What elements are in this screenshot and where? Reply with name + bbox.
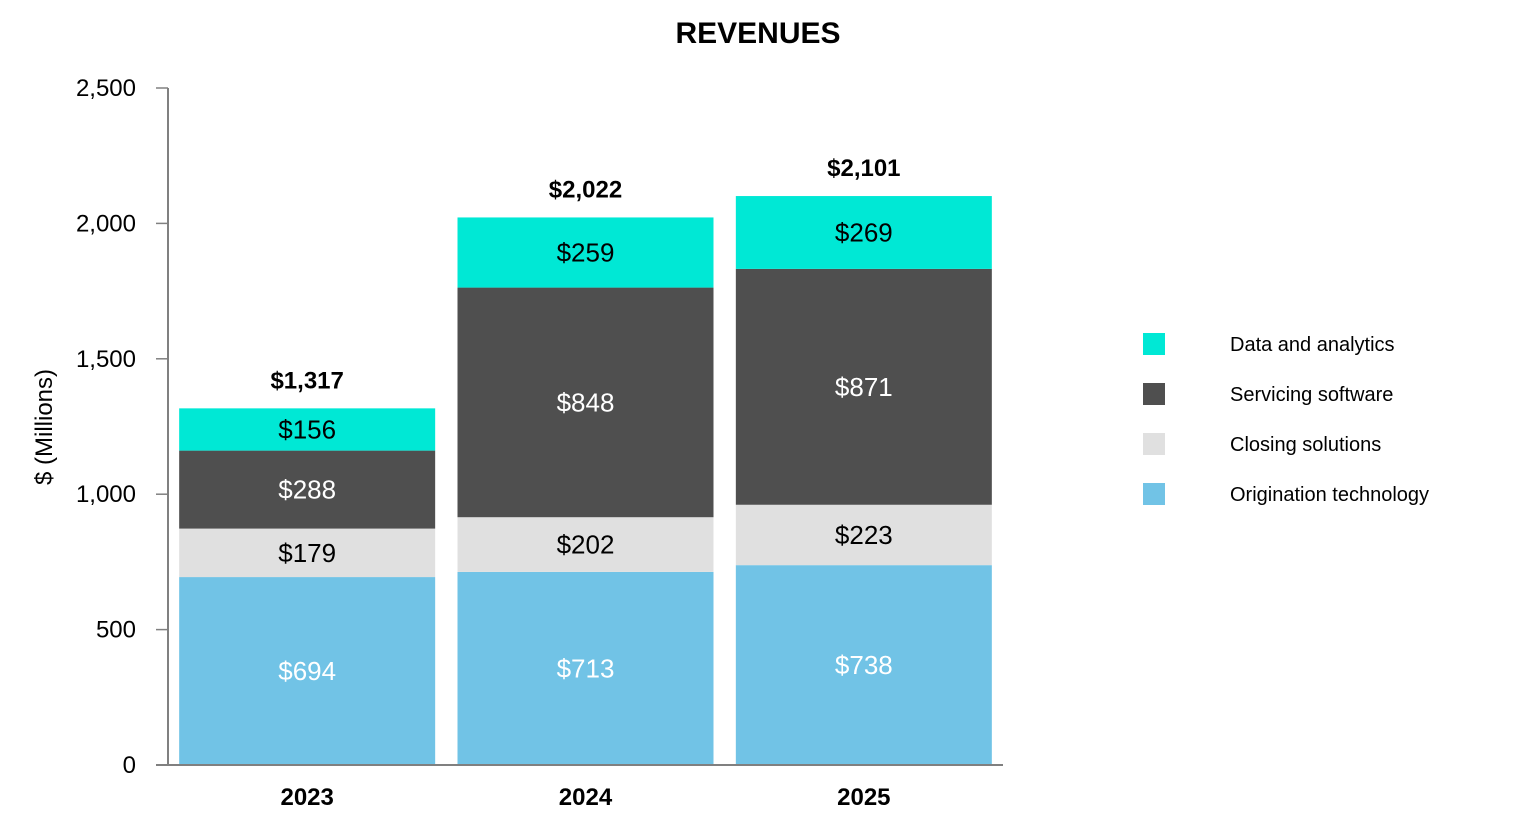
bar-segment <box>457 571 714 765</box>
y-tick-label: 0 <box>123 752 136 779</box>
legend-label: Closing solutions <box>1230 434 1381 456</box>
y-tick-label: 2,500 <box>76 75 136 102</box>
bar-segment <box>457 217 714 288</box>
y-axis-label: $ (Millions) <box>31 369 58 485</box>
y-tick-label: 500 <box>96 617 136 644</box>
bar-segment <box>179 450 436 529</box>
bar-segment <box>179 408 436 451</box>
bar-segment <box>735 268 992 505</box>
bar-value-label: $202 <box>557 530 615 560</box>
bar-segment <box>735 565 992 765</box>
bar-total-label: $2,101 <box>827 155 900 182</box>
legend-swatch <box>1143 333 1165 355</box>
bar-value-label: $223 <box>835 520 893 550</box>
bar-value-label: $848 <box>557 387 615 417</box>
bar-segment <box>179 528 436 578</box>
bar-segment <box>735 504 992 566</box>
legend-label: Data and analytics <box>1230 334 1395 356</box>
y-tick-label: 2,000 <box>76 210 136 237</box>
bar-segment <box>457 287 714 518</box>
bar-value-label: $713 <box>557 653 615 683</box>
x-tick-label: 2024 <box>559 784 613 811</box>
bar-segment <box>457 517 714 572</box>
bar-value-label: $269 <box>835 217 893 247</box>
x-tick-label: 2023 <box>280 784 333 811</box>
legend-swatch <box>1143 383 1165 405</box>
bar-value-label: $871 <box>835 372 893 402</box>
bar-total-label: $2,022 <box>549 176 622 203</box>
bar-value-label: $694 <box>278 656 336 686</box>
bar-value-label: $288 <box>278 475 336 505</box>
y-tick-label: 1,000 <box>76 481 136 508</box>
y-tick-label: 1,500 <box>76 346 136 373</box>
x-tick-label: 2025 <box>837 784 890 811</box>
bar-value-label: $259 <box>557 238 615 268</box>
bar-value-label: $156 <box>278 414 336 444</box>
legend-swatch <box>1143 483 1165 505</box>
bar-total-label: $1,317 <box>270 367 343 394</box>
bar-value-label: $179 <box>278 538 336 568</box>
bar-value-label: $738 <box>835 650 893 680</box>
legend-label: Origination technology <box>1230 484 1429 506</box>
legend-label: Servicing software <box>1230 384 1393 406</box>
legend-swatch <box>1143 433 1165 455</box>
chart-title: REVENUES <box>675 17 840 50</box>
bar-segment <box>179 577 436 765</box>
bar-segment <box>735 196 992 269</box>
